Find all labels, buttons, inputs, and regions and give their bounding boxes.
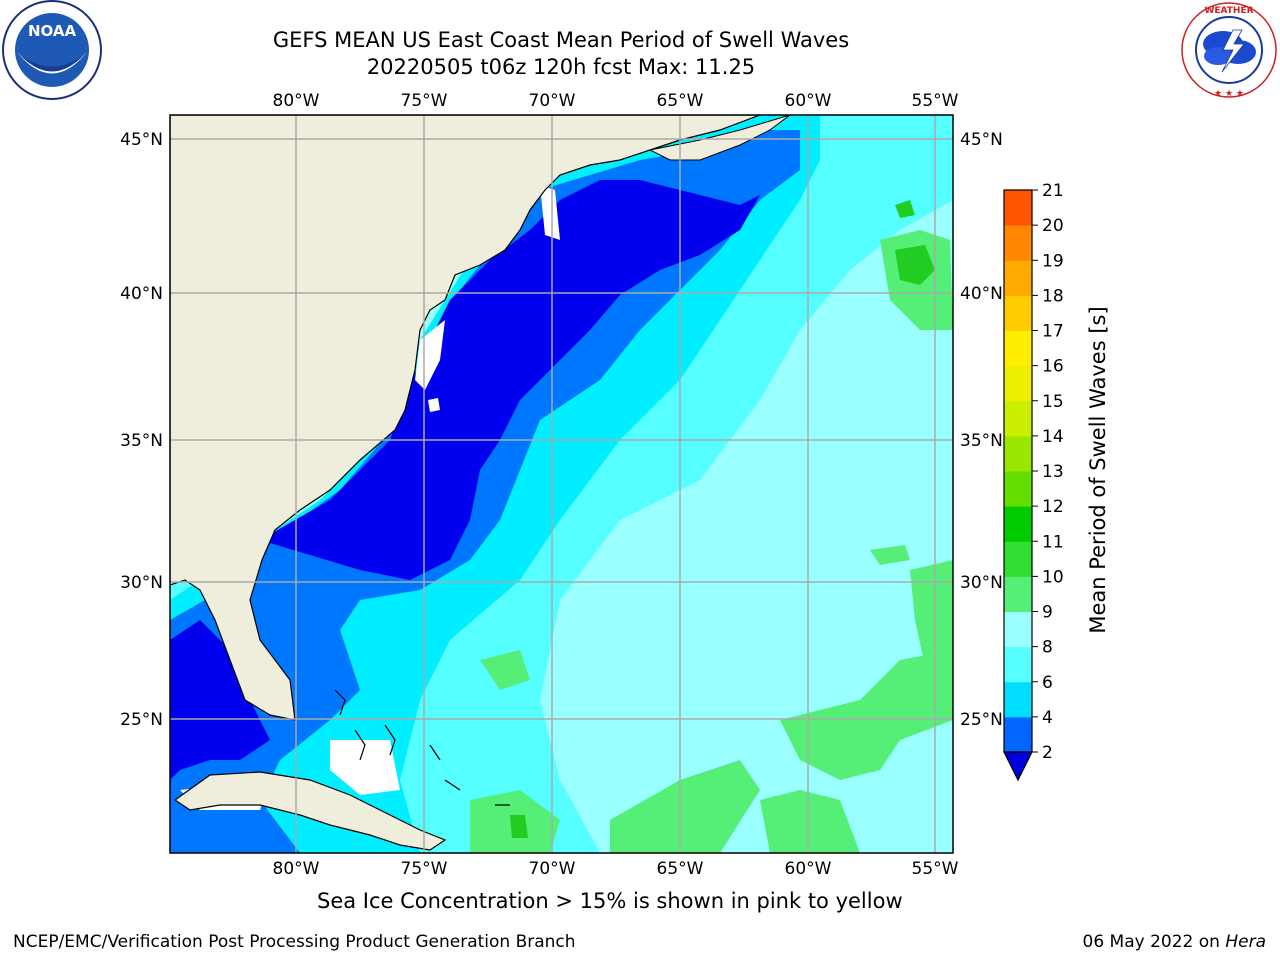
lon-label: 75°W: [401, 91, 448, 111]
colorbar-segment: [1004, 681, 1032, 718]
lat-label: 45°N: [120, 130, 163, 150]
land-north-america: [170, 115, 761, 721]
colorbar-segment: [1004, 365, 1032, 402]
lat-label: 30°N: [120, 573, 163, 593]
lat-label: 35°N: [120, 431, 163, 451]
sea-ice-note: Sea Ice Concentration > 15% is shown in …: [317, 889, 903, 913]
colorbar-tick-label: 9: [1042, 603, 1053, 623]
lat-label: 40°N: [960, 284, 1003, 304]
colorbar-segment: [1004, 541, 1032, 577]
svg-text:★ ★ ★: ★ ★ ★: [1214, 89, 1244, 99]
lon-label: 75°W: [401, 859, 448, 879]
colorbar-segment: [1004, 225, 1032, 261]
colorbar-tick-label: 2: [1042, 743, 1053, 763]
lat-label: 30°N: [960, 573, 1003, 593]
lat-labels-left: 45°N 40°N 35°N 30°N 25°N: [120, 130, 163, 730]
swell-band-2-4: [170, 130, 800, 853]
colorbar-tick-label: 8: [1042, 638, 1053, 658]
colorbar-segment: [1004, 400, 1032, 437]
colorbar-segment: [1004, 646, 1032, 683]
lat-labels-right: 45°N 40°N 35°N 30°N 25°N: [960, 130, 1003, 730]
lat-label: 25°N: [120, 710, 163, 730]
lon-labels-top: 80°W 75°W 70°W 65°W 60°W 55°W: [273, 91, 959, 111]
lat-label: 25°N: [960, 710, 1003, 730]
map-subtitle: 20220505 t06z 120h fcst Max: 11.25: [366, 55, 756, 79]
lon-label: 60°W: [785, 91, 832, 111]
map-frame: [169, 114, 954, 854]
colorbar-segment: [1004, 295, 1032, 331]
land-cuba: [173, 771, 447, 851]
generation-date: 06 May 2022 on Hera: [1082, 932, 1267, 952]
colorbar-segment: [1004, 611, 1032, 648]
colorbar-tick-label: 20: [1042, 216, 1064, 236]
lon-labels-bottom: 80°W 75°W 70°W 65°W 60°W 55°W: [273, 859, 959, 879]
colorbar-tick-label: 21: [1042, 181, 1064, 201]
colorbar-tick-label: 10: [1042, 567, 1064, 587]
colorbar-tick-label: 12: [1042, 497, 1064, 517]
colorbar-segment: [1004, 506, 1032, 542]
lon-label: 65°W: [657, 91, 704, 111]
land-bahamas: [334, 689, 510, 806]
colorbar-segment: [1004, 260, 1032, 296]
colorbar-tick-label: 14: [1042, 427, 1064, 447]
colorbar-tick-label: 16: [1042, 357, 1064, 377]
noaa-logo-icon: NOAA: [2, 0, 102, 100]
colorbar-tick-label: 15: [1042, 392, 1064, 412]
colorbar-tick-label: 13: [1042, 462, 1064, 482]
colorbar: 2 4 6 8 9 10 11 12 13 14 15 16 17 18 19 20 21: [1003, 181, 1064, 782]
nws-logo-icon: WEATHER ★ ★ ★: [1181, 2, 1277, 99]
producer-credit: NCEP/EMC/Verification Post Processing Pr…: [13, 932, 576, 952]
swell-band-10-11: [510, 200, 935, 838]
lat-label: 45°N: [960, 130, 1003, 150]
lon-label: 55°W: [912, 859, 959, 879]
colorbar-tick-label: 6: [1042, 673, 1053, 693]
lon-label: 60°W: [785, 859, 832, 879]
lat-label: 35°N: [960, 431, 1003, 451]
lon-label: 80°W: [273, 91, 320, 111]
colorbar-segment: [1004, 330, 1032, 367]
colorbar-segment: [1004, 716, 1032, 753]
lon-label: 70°W: [529, 91, 576, 111]
lat-label: 40°N: [120, 284, 163, 304]
colorbar-tick-label: 4: [1042, 708, 1053, 728]
lon-label: 65°W: [657, 859, 704, 879]
map-title: GEFS MEAN US East Coast Mean Period of S…: [272, 28, 850, 52]
colorbar-segment: [1004, 435, 1032, 472]
svg-text:NOAA: NOAA: [28, 22, 77, 40]
lon-label: 70°W: [529, 859, 576, 879]
lon-label: 80°W: [273, 859, 320, 879]
colorbar-tick-label: 18: [1042, 286, 1064, 306]
svg-text:WEATHER: WEATHER: [1204, 6, 1253, 16]
map-graticule: [170, 115, 953, 853]
swell-band-below-2: [260, 180, 760, 580]
colorbar-segment: [1004, 471, 1032, 507]
colorbar-label: Mean Period of Swell Waves [s]: [1086, 306, 1110, 633]
lon-label: 55°W: [912, 91, 959, 111]
colorbar-tick-label: 11: [1042, 532, 1064, 552]
colorbar-segment: [1004, 576, 1032, 612]
host-name: Hera: [1225, 932, 1266, 952]
colorbar-extend-arrow: [1003, 751, 1033, 782]
colorbar-segment: [1004, 190, 1032, 226]
colorbar-tick-label: 19: [1042, 251, 1064, 271]
colorbar-tick-label: 17: [1042, 322, 1064, 342]
